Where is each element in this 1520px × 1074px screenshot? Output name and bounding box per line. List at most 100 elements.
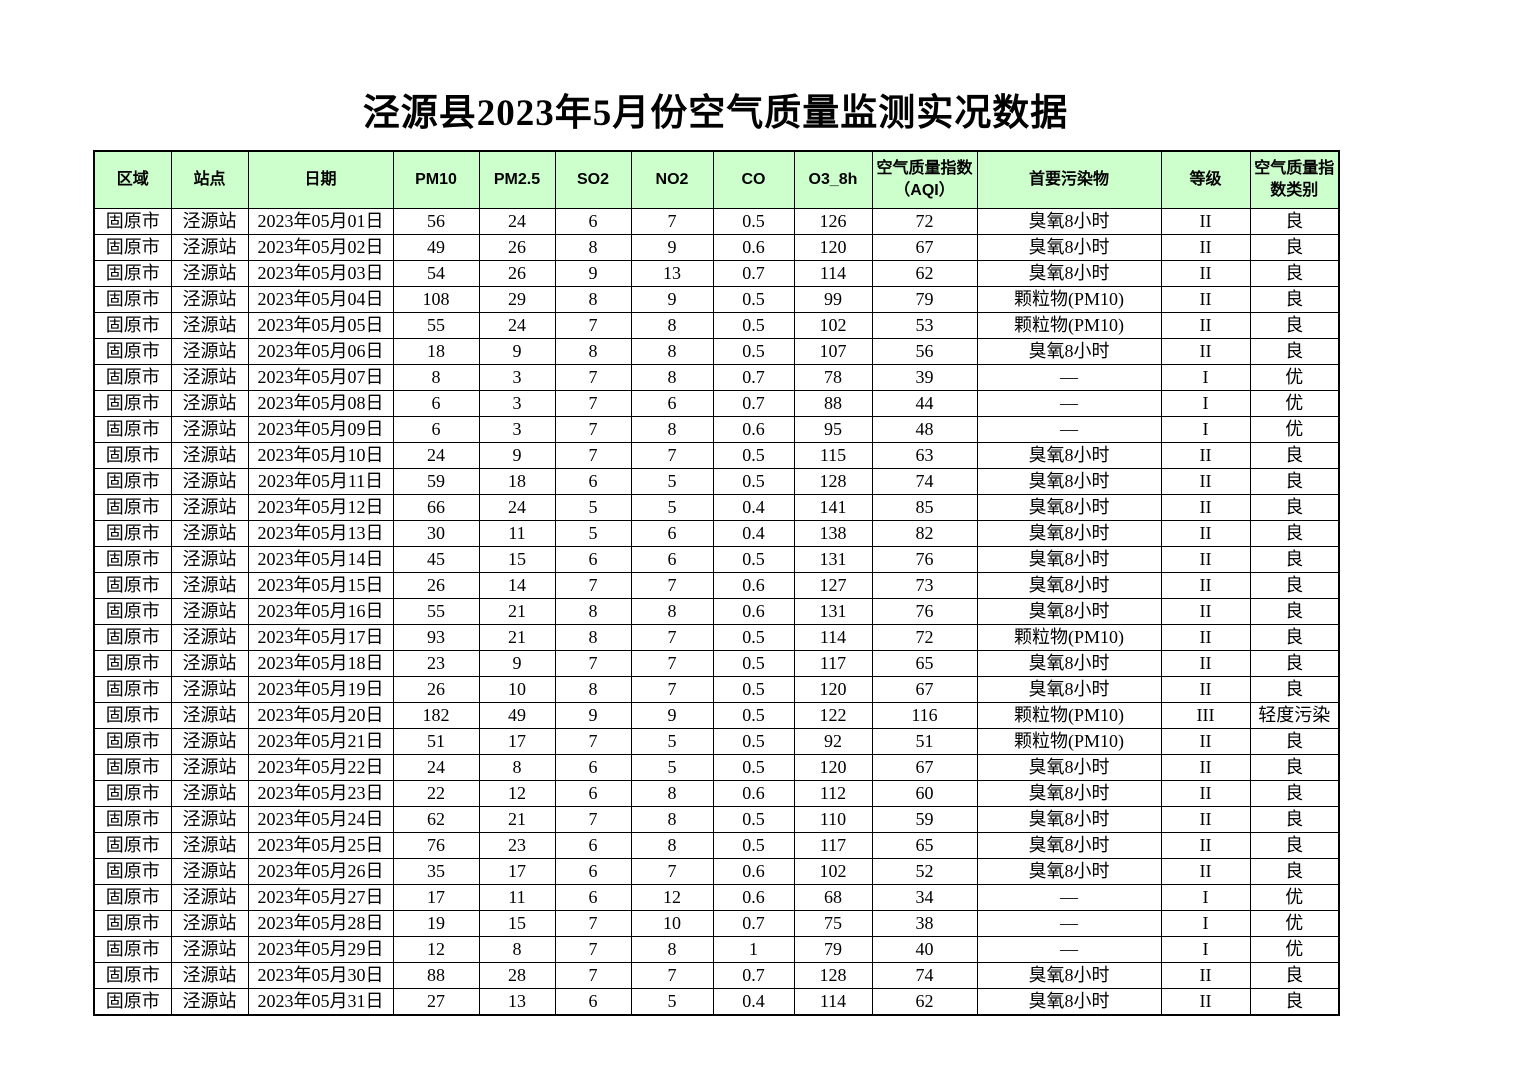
cell-station: 泾源站 xyxy=(170,624,249,651)
cell-date: 2023年05月01日 xyxy=(247,208,394,235)
cell-pm25: 9 xyxy=(478,338,556,365)
cell-primary_pollutant: 臭氧8小时 xyxy=(976,572,1162,599)
cell-aqi: 65 xyxy=(871,832,978,859)
cell-date: 2023年05月07日 xyxy=(247,364,394,391)
cell-no2: 5 xyxy=(630,494,714,521)
cell-region: 固原市 xyxy=(93,754,172,781)
cell-no2: 7 xyxy=(630,962,714,989)
cell-grade: II xyxy=(1160,520,1251,547)
cell-date: 2023年05月05日 xyxy=(247,312,394,339)
cell-co: 0.5 xyxy=(712,468,795,495)
cell-aqi_category: 良 xyxy=(1249,312,1340,339)
cell-primary_pollutant: 颗粒物(PM10) xyxy=(976,312,1162,339)
cell-no2: 8 xyxy=(630,364,714,391)
cell-station: 泾源站 xyxy=(170,650,249,677)
cell-pm10: 12 xyxy=(392,936,480,963)
table-row: 固原市 泾源站 2023年05月21日 51 17 7 5 0.5 92 51 颗粒物(PM10) I… xyxy=(93,728,1340,755)
cell-pm10: 59 xyxy=(392,468,480,495)
cell-o3_8h: 120 xyxy=(793,676,873,703)
cell-pm25: 3 xyxy=(478,390,556,417)
cell-date: 2023年05月03日 xyxy=(247,260,394,287)
column-header-primary_pollutant: 首要污染物 xyxy=(976,150,1162,209)
cell-station: 泾源站 xyxy=(170,858,249,885)
cell-grade: II xyxy=(1160,442,1251,469)
cell-no2: 9 xyxy=(630,286,714,313)
cell-no2: 8 xyxy=(630,832,714,859)
cell-aqi_category: 良 xyxy=(1249,494,1340,521)
cell-no2: 9 xyxy=(630,702,714,729)
cell-o3_8h: 114 xyxy=(793,624,873,651)
cell-so2: 6 xyxy=(554,884,632,911)
cell-aqi: 73 xyxy=(871,572,978,599)
table-row: 固原市 泾源站 2023年05月01日 56 24 6 7 0.5 126 72 臭氧8小时 II 良 xyxy=(93,208,1340,235)
cell-aqi: 51 xyxy=(871,728,978,755)
cell-no2: 7 xyxy=(630,208,714,235)
cell-aqi: 62 xyxy=(871,260,978,287)
cell-aqi: 67 xyxy=(871,676,978,703)
cell-co: 0.5 xyxy=(712,806,795,833)
cell-co: 0.6 xyxy=(712,416,795,443)
cell-o3_8h: 92 xyxy=(793,728,873,755)
cell-region: 固原市 xyxy=(93,624,172,651)
cell-o3_8h: 99 xyxy=(793,286,873,313)
cell-station: 泾源站 xyxy=(170,780,249,807)
cell-aqi: 67 xyxy=(871,234,978,261)
cell-o3_8h: 102 xyxy=(793,858,873,885)
cell-so2: 8 xyxy=(554,338,632,365)
cell-pm25: 26 xyxy=(478,260,556,287)
cell-pm25: 21 xyxy=(478,598,556,625)
cell-primary_pollutant: 臭氧8小时 xyxy=(976,208,1162,235)
cell-pm25: 28 xyxy=(478,962,556,989)
cell-region: 固原市 xyxy=(93,598,172,625)
cell-grade: II xyxy=(1160,572,1251,599)
cell-o3_8h: 141 xyxy=(793,494,873,521)
cell-aqi: 76 xyxy=(871,598,978,625)
cell-so2: 8 xyxy=(554,676,632,703)
cell-o3_8h: 126 xyxy=(793,208,873,235)
cell-o3_8h: 112 xyxy=(793,780,873,807)
cell-primary_pollutant: 臭氧8小时 xyxy=(976,260,1162,287)
cell-aqi_category: 良 xyxy=(1249,572,1340,599)
cell-primary_pollutant: 颗粒物(PM10) xyxy=(976,624,1162,651)
cell-aqi_category: 良 xyxy=(1249,780,1340,807)
cell-primary_pollutant: 臭氧8小时 xyxy=(976,806,1162,833)
cell-pm25: 49 xyxy=(478,702,556,729)
table-row: 固原市 泾源站 2023年05月29日 12 8 7 8 1 79 40— I 优 xyxy=(93,936,1340,963)
cell-co: 0.6 xyxy=(712,598,795,625)
cell-so2: 8 xyxy=(554,598,632,625)
cell-station: 泾源站 xyxy=(170,520,249,547)
cell-aqi_category: 良 xyxy=(1249,962,1340,989)
cell-aqi: 82 xyxy=(871,520,978,547)
cell-station: 泾源站 xyxy=(170,468,249,495)
cell-region: 固原市 xyxy=(93,416,172,443)
cell-so2: 7 xyxy=(554,806,632,833)
cell-date: 2023年05月20日 xyxy=(247,702,394,729)
cell-grade: II xyxy=(1160,832,1251,859)
cell-grade: II xyxy=(1160,624,1251,651)
cell-co: 0.6 xyxy=(712,572,795,599)
cell-pm10: 22 xyxy=(392,780,480,807)
cell-date: 2023年05月27日 xyxy=(247,884,394,911)
cell-pm10: 26 xyxy=(392,572,480,599)
cell-aqi_category: 优 xyxy=(1249,884,1340,911)
header-row: 区域 站点 日期 PM10 PM2.5 SO2 NO2 CO O3_8h 空气质量指数（AQI）首… xyxy=(93,150,1340,209)
cell-date: 2023年05月28日 xyxy=(247,910,394,937)
cell-aqi: 74 xyxy=(871,962,978,989)
cell-region: 固原市 xyxy=(93,494,172,521)
cell-so2: 7 xyxy=(554,936,632,963)
cell-no2: 6 xyxy=(630,390,714,417)
cell-primary_pollutant: 臭氧8小时 xyxy=(976,442,1162,469)
cell-o3_8h: 120 xyxy=(793,234,873,261)
cell-region: 固原市 xyxy=(93,650,172,677)
cell-primary_pollutant: — xyxy=(976,416,1162,443)
cell-o3_8h: 115 xyxy=(793,442,873,469)
table-row: 固原市 泾源站 2023年05月11日 59 18 6 5 0.5 128 74 臭氧8小时 II 良 xyxy=(93,468,1340,495)
cell-pm25: 11 xyxy=(478,520,556,547)
cell-station: 泾源站 xyxy=(170,910,249,937)
cell-pm25: 9 xyxy=(478,442,556,469)
cell-pm25: 24 xyxy=(478,208,556,235)
table-row: 固原市 泾源站 2023年05月13日 30 11 5 6 0.4 138 82 臭氧8小时 II 良 xyxy=(93,520,1340,547)
cell-region: 固原市 xyxy=(93,312,172,339)
cell-o3_8h: 114 xyxy=(793,260,873,287)
cell-so2: 6 xyxy=(554,754,632,781)
